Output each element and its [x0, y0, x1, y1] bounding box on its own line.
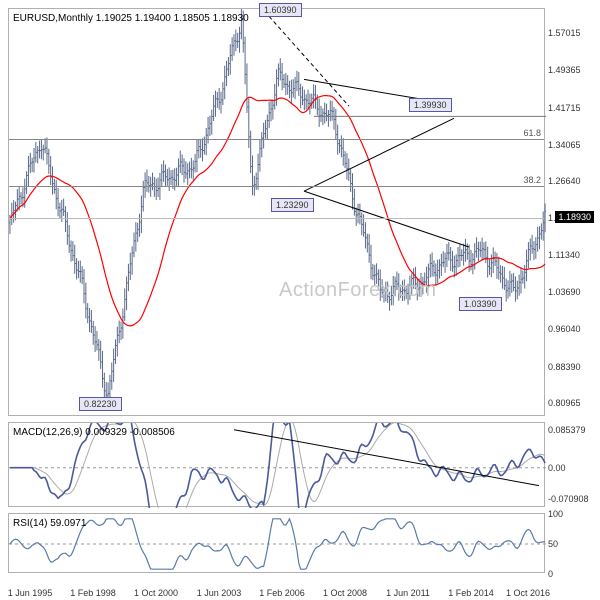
- rsi-label: RSI(14) 59.0971: [13, 518, 86, 529]
- rsi-chart: RSI(14) 59.0971 050100: [8, 513, 545, 573]
- price-callout: 1.39930: [409, 98, 452, 112]
- y-tick: 1.03690: [548, 287, 581, 297]
- x-tick: 1 Feb 2014: [448, 588, 494, 598]
- price-callout: 1.60390: [259, 3, 302, 17]
- x-tick: 1 Oct 2016: [506, 588, 550, 598]
- y-tick: 0.96040: [548, 324, 581, 334]
- main-chart-svg: [9, 9, 546, 417]
- x-tick: 1 Jun 1995: [8, 588, 53, 598]
- fib-382-line: [9, 186, 544, 187]
- fib_618-label: 61.8: [523, 128, 541, 138]
- y-tick: 0.00: [548, 463, 566, 473]
- macd-y-axis: -0.070908 0.00 0.085379: [546, 423, 594, 506]
- x-tick: 1 Feb 1998: [70, 588, 116, 598]
- x-tick: 1 Oct 2000: [134, 588, 178, 598]
- y-tick: 0.88390: [548, 362, 581, 372]
- x-axis: 1 Jun 1995 1 Feb 1998 1 Oct 2000 1 Jun 2003…: [8, 582, 545, 598]
- y-tick: 1.41715: [548, 103, 581, 113]
- price-callout: 1.23290: [271, 198, 314, 212]
- rsi-y-axis: 050100: [546, 514, 594, 572]
- fib-618-line: [9, 139, 544, 140]
- fib_382-label: 38.2: [523, 175, 541, 185]
- y-tick: 0: [548, 569, 553, 579]
- y-tick: 1.57015: [548, 28, 581, 38]
- x-tick: 1 Oct 2008: [323, 588, 367, 598]
- y-tick: 1.26640: [548, 176, 581, 186]
- y-tick: 50: [548, 539, 558, 549]
- current-price-line: [9, 218, 544, 219]
- current-price-badge: 1.18930: [555, 211, 594, 223]
- main-price-chart: EURUSD,Monthly 1.19025 1.19400 1.18505 1…: [8, 8, 545, 416]
- x-tick: 1 Feb 2006: [259, 588, 305, 598]
- macd-label: MACD(12,26,9) 0.009329 -0.008506: [13, 427, 175, 438]
- price-callout: 0.82230: [79, 397, 122, 411]
- macd-chart: MACD(12,26,9) 0.009329 -0.008506 -0.0709…: [8, 422, 545, 507]
- y-tick: 1.34065: [548, 140, 581, 150]
- rsi-svg: [9, 514, 546, 574]
- y-tick: 0.085379: [548, 425, 586, 435]
- x-tick: 1 Jun 2011: [386, 588, 430, 598]
- y-tick: 0.80965: [548, 398, 581, 408]
- y-tick: 1.49365: [548, 65, 581, 75]
- price-callout: 1.03390: [459, 297, 502, 311]
- watermark: ActionForex.com: [279, 279, 437, 302]
- ticker-label: EURUSD,Monthly 1.19025 1.19400 1.18505 1…: [13, 13, 249, 24]
- y-tick: -0.070908: [548, 494, 589, 504]
- x-tick: 1 Jun 2003: [197, 588, 242, 598]
- y-tick: 100: [548, 509, 563, 519]
- y-tick: 1.11340: [548, 250, 580, 260]
